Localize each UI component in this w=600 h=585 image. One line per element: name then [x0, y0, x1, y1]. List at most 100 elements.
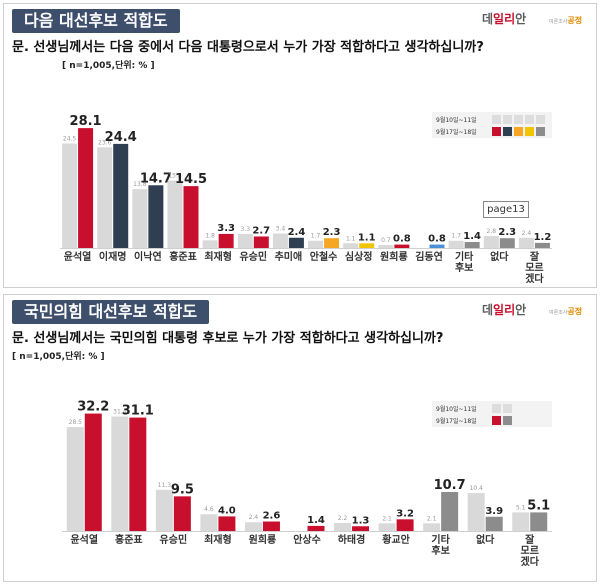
bar-label-current: 0.8: [393, 234, 411, 245]
bar-label-current: 2.3: [498, 227, 516, 238]
bar-label-prev: 28.5: [69, 419, 83, 426]
bar-current: [288, 237, 304, 248]
bar-current: [78, 128, 94, 248]
legend-swatch-prev: [514, 115, 523, 124]
bar-current: [352, 526, 370, 531]
bar-label-prev: 2.8: [487, 228, 497, 235]
bar-prev: [244, 522, 262, 531]
bar-current: [262, 521, 280, 531]
category-label: 추미애: [275, 250, 303, 263]
bar-current: [84, 413, 102, 531]
bar-current: [499, 238, 515, 248]
bottom-chart-panel: 국민의힘 대선후보 적합도 데일리안 여론조사공정 문. 선생님께서는 국민의힘…: [3, 294, 597, 582]
bar-prev: [483, 236, 499, 248]
bar-current: [113, 143, 129, 248]
bar-label-current: 1.4: [463, 231, 481, 242]
bar-label-current: 9.5: [171, 482, 194, 497]
partner-logo: 여론조사공정: [549, 16, 583, 25]
bar-current: [464, 242, 480, 248]
chart-title: 국민의힘 대선후보 적합도: [12, 300, 210, 324]
legend-label-curr: 9월17일~18일: [436, 418, 477, 425]
bar-current: [485, 516, 503, 531]
bar-current: [441, 491, 459, 531]
bar-label-current: 0.8: [428, 234, 446, 245]
category-label: 원희룡: [249, 533, 277, 546]
bar-label-current: 2.6: [263, 511, 281, 522]
category-label: 홍준표: [115, 533, 143, 546]
bar-prev: [97, 147, 113, 248]
bar-current: [359, 243, 375, 248]
bar-label-prev: 2.4: [522, 230, 532, 237]
bar-current: [253, 236, 269, 248]
question-text: 문. 선생님께서는 국민의힘 대통령 후보로 누가 가장 적합하다고 생각하십니…: [12, 331, 444, 346]
category-label: 기타 후보: [455, 250, 474, 274]
bar-current: [218, 233, 234, 248]
bar-prev: [132, 189, 148, 248]
bar-label-prev: 10.4: [470, 485, 484, 492]
category-label: 최재형: [204, 250, 232, 263]
bar-prev: [202, 240, 218, 248]
bar-current: [534, 242, 550, 248]
bar-label-prev: 2.4: [249, 514, 259, 521]
page-flag: page13: [483, 201, 529, 218]
bar-label-prev: 1.8: [205, 232, 215, 239]
category-label: 김동연: [415, 250, 443, 263]
bar-label-current: 14.7: [140, 171, 172, 186]
bar-prev: [167, 180, 183, 248]
legend-label-prev: 9월10일~11일: [436, 117, 477, 124]
bar-prev: [237, 233, 253, 248]
bar-label-current: 1.3: [352, 515, 370, 526]
legend-swatch-current: [492, 416, 501, 425]
category-label: 원희룡: [380, 250, 408, 263]
bar-label-prev: 2.2: [338, 515, 348, 522]
category-label: 없다: [490, 250, 509, 263]
category-label: 윤석열: [64, 250, 92, 263]
category-label: 황교안: [382, 533, 410, 546]
bar-label-prev: 2.1: [382, 515, 392, 522]
bar-label-current: 5.1: [527, 498, 550, 513]
category-label: 홍준표: [169, 250, 197, 263]
bar-current: [324, 238, 340, 248]
bar-prev: [518, 237, 534, 248]
brand-logo: 데일리안: [482, 12, 527, 26]
bar-label-prev: 1.7: [311, 233, 321, 240]
legend-swatch-prev: [503, 404, 512, 413]
bar-prev: [378, 245, 394, 248]
bar-label-prev: 11.3: [158, 482, 172, 489]
chart-title: 다음 대선후보 적합도: [12, 9, 180, 33]
bar-label-current: 2.3: [323, 227, 341, 238]
bar-label-prev: 1.7: [451, 233, 461, 240]
bar-label-current: 1.1: [358, 232, 376, 243]
bar-label-current: 1.2: [534, 232, 552, 243]
bar-label-current: 3.2: [396, 508, 414, 519]
bar-current: [129, 417, 147, 531]
legend-swatch-prev: [492, 115, 501, 124]
bar-label-current: 1.4: [307, 515, 325, 526]
bar-label-current: 28.1: [70, 114, 102, 129]
bar-prev: [111, 416, 129, 531]
bar-current: [183, 186, 199, 248]
bar-label-prev: 13.8: [133, 181, 147, 188]
partner-logo: 여론조사공정: [549, 307, 583, 316]
category-label: 윤석열: [70, 533, 98, 546]
legend-swatch-current: [503, 127, 512, 136]
bar-chart: 28.5 32.2 윤석열 31.431.1 홍준표 11.3 9.5 유승민 4.6 4.0 최재…: [62, 400, 552, 568]
legend-label-curr: 9월17일~18일: [436, 129, 477, 136]
bar-label-prev: 15.8: [168, 173, 182, 180]
bar-prev: [467, 493, 485, 531]
bar-prev: [308, 240, 324, 248]
bar-prev: [343, 243, 359, 248]
legend-swatch-prev: [503, 115, 512, 124]
bar-label-current: 10.7: [434, 478, 466, 493]
bar-prev: [272, 233, 288, 248]
bar-label-current: 32.2: [77, 400, 109, 415]
bar-prev: [512, 512, 530, 531]
bar-label-prev: 1.1: [346, 235, 356, 242]
legend-swatch-current: [536, 127, 545, 136]
bar-label-current: 3.3: [217, 223, 235, 234]
category-label: 안상수: [293, 533, 321, 546]
legend-swatch-prev: [536, 115, 545, 124]
bar-prev: [66, 427, 84, 531]
bar-label-current: 2.4: [288, 227, 306, 238]
legend-swatch-current: [514, 127, 523, 136]
